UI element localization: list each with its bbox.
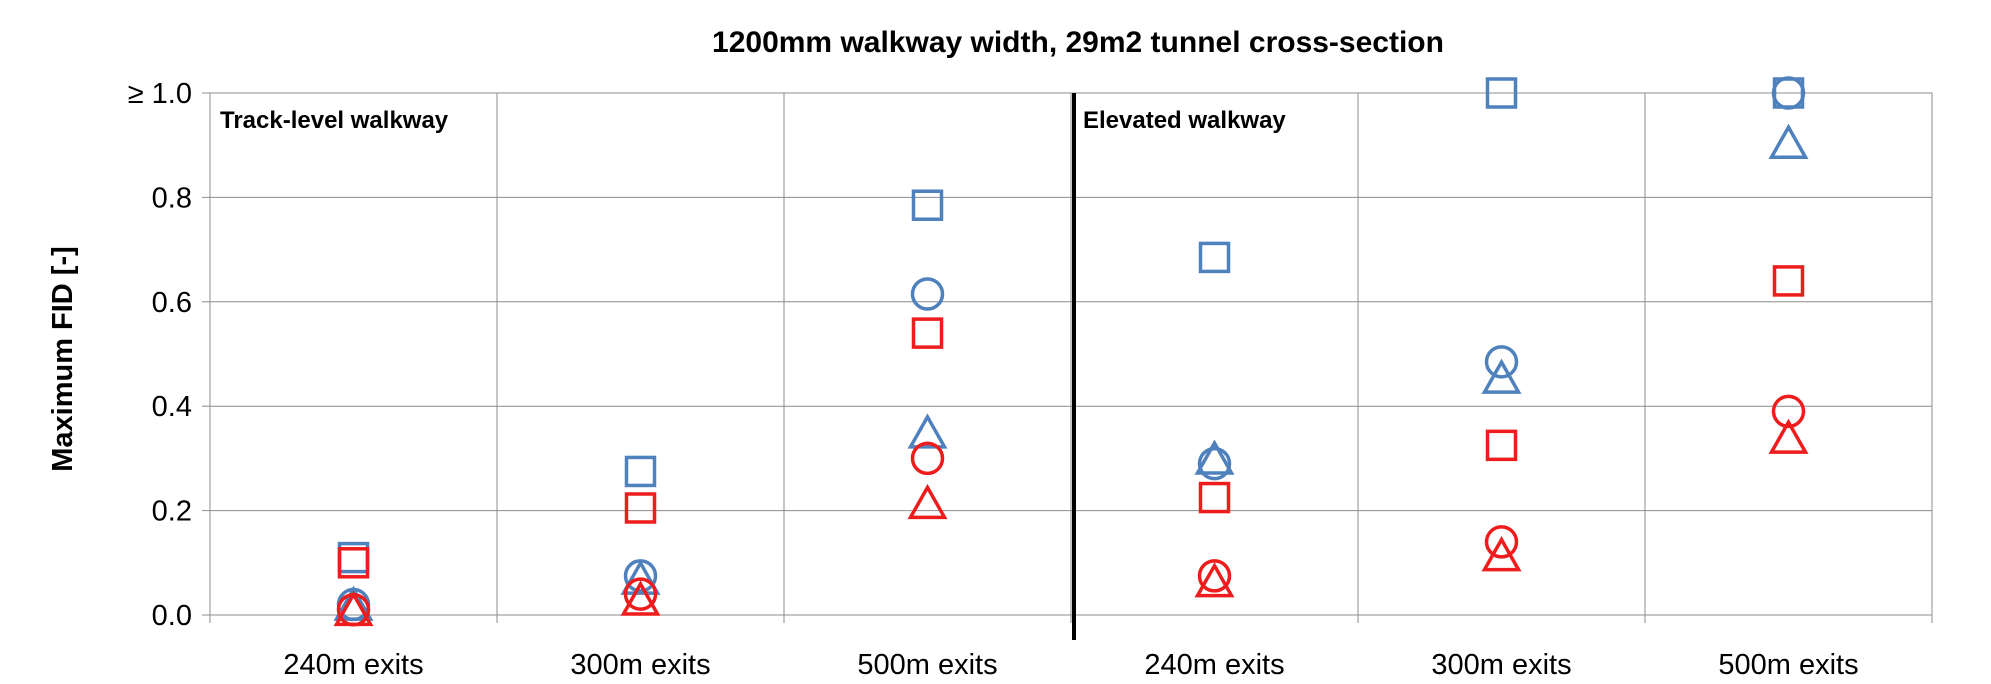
red-square-point — [1198, 481, 1231, 514]
red-circle-point — [1197, 559, 1232, 593]
x-tick-label: 300m exits — [1431, 649, 1571, 681]
red-circle-point — [623, 577, 658, 611]
red-circle-point — [910, 441, 945, 476]
data-markers — [333, 76, 1809, 627]
x-tick-label: 240m exits — [283, 649, 423, 681]
red-square-point — [911, 317, 944, 349]
red-square-point — [1485, 429, 1518, 462]
y-tick-label: ≥ 1.0 — [128, 78, 192, 110]
chart-title: 1200mm walkway width, 29m2 tunnel cross-… — [712, 26, 1444, 59]
blue-triangle-point — [907, 413, 948, 449]
blue-circle-point — [910, 277, 945, 311]
red-square-point — [1772, 265, 1805, 297]
red-triangle-point — [1481, 536, 1522, 572]
region-label: Elevated walkway — [1083, 107, 1286, 134]
gridlines — [202, 92, 1933, 640]
red-circle-point — [1771, 394, 1806, 429]
y-tick-label: 0.4 — [152, 391, 192, 423]
blue-square-point — [624, 455, 657, 488]
region-label: Track-level walkway — [220, 107, 449, 134]
red-triangle-point — [620, 580, 661, 616]
blue-triangle-point — [620, 559, 661, 595]
y-tick-label: 0.2 — [152, 496, 192, 528]
y-tick-label: 0.6 — [152, 287, 192, 319]
y-tick-label: 0.8 — [152, 182, 192, 214]
x-tick-labels: 240m exits 300m exits 500m exits 240m exits… — [283, 649, 1858, 681]
x-tick-label: 300m exits — [570, 649, 710, 681]
y-tick-labels: 0.0 0.2 0.4 0.6 0.8 ≥ 1.0 — [128, 78, 192, 632]
x-tick-label: 240m exits — [1144, 649, 1284, 681]
region-labels: Track-level walkway Elevated walkway — [220, 107, 1286, 134]
y-axis-label: Maximum FID [-] — [47, 246, 79, 472]
red-triangle-point — [1768, 418, 1809, 454]
blue-circle-point — [1197, 446, 1232, 481]
blue-triangle-point — [333, 585, 374, 621]
blue-triangle-point — [1481, 358, 1522, 394]
red-triangle-point — [333, 590, 374, 627]
blue-circle-point — [1771, 76, 1806, 110]
blue-triangle-point — [1194, 439, 1235, 475]
x-tick-label: 500m exits — [857, 649, 997, 681]
blue-square-point — [1198, 241, 1231, 274]
red-triangle-point — [907, 483, 948, 520]
red-triangle-point — [1194, 562, 1235, 598]
y-tick-label: 0.0 — [152, 600, 192, 632]
blue-square-point — [1485, 77, 1518, 109]
blue-triangle-point — [1768, 123, 1809, 159]
blue-square-point — [911, 189, 944, 221]
x-tick-label: 500m exits — [1718, 649, 1858, 681]
red-square-point — [624, 492, 657, 524]
red-circle-point — [1484, 525, 1519, 559]
blue-circle-point — [1484, 345, 1519, 379]
red-square-point — [337, 547, 370, 579]
